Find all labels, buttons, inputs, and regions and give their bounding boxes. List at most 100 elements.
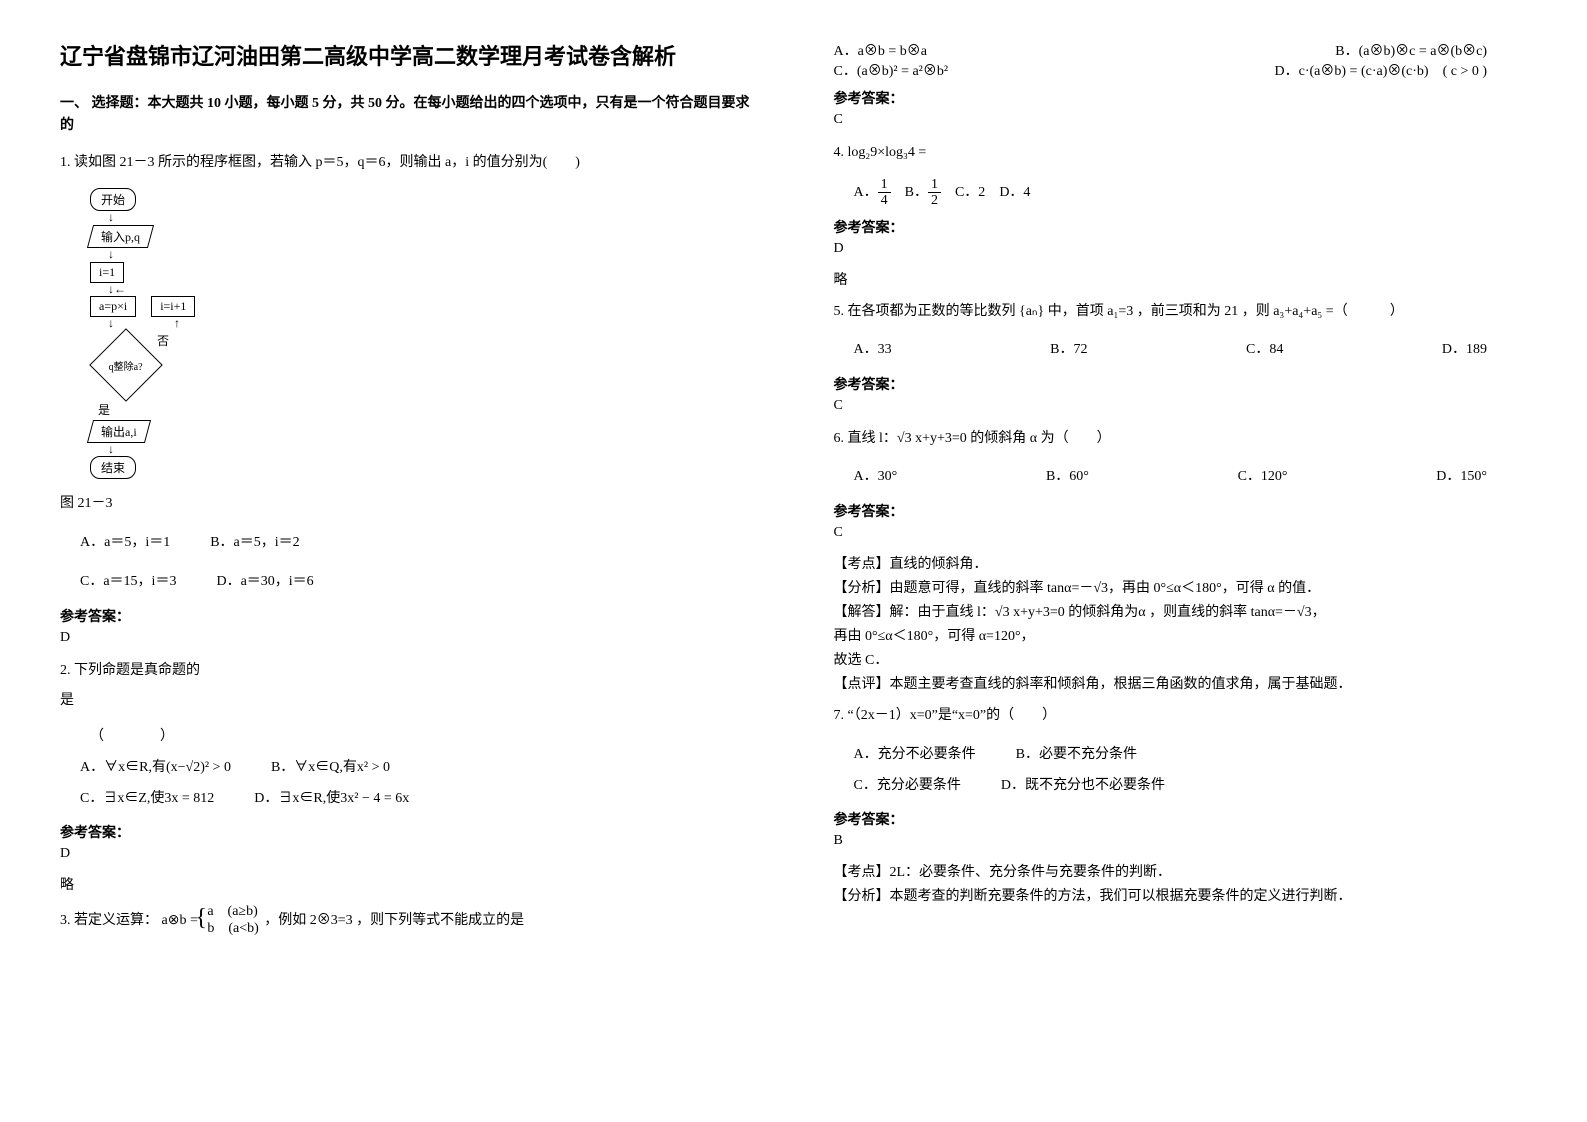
- q6-k5: 故选 C．: [834, 649, 1528, 669]
- fc-input-text: 输入p,q: [101, 228, 140, 245]
- q7-opts: A．充分不必要条件 B．必要不充分条件 C．充分必要条件 D．既不充分也不必要条…: [854, 740, 1528, 802]
- q4-fracA-d: 4: [878, 193, 891, 208]
- q1-opts-row2: C．a＝15，i＝3 D．a＝30，i＝6: [80, 567, 754, 598]
- q4-stem: 4. log₂9×log₃4 =: [834, 140, 1528, 167]
- q6-k4: 再由 0°≤α＜180°，可得 α=120°，: [834, 625, 1528, 645]
- q7-k2: 【分析】本题考查的判断充要条件的方法，我们可以根据充要条件的定义进行判断．: [834, 885, 1528, 905]
- q4-ans: D: [834, 241, 1528, 257]
- q1-stem: 1. 读如图 21－3 所示的程序框图，若输入 p＝5，q＝6，则输出 a，i …: [60, 150, 754, 177]
- q7-ans: B: [834, 833, 1528, 849]
- section-1-heading: 一、 选择题：本大题共 10 小题，每小题 5 分，共 50 分。在每小题给出的…: [60, 93, 754, 138]
- q5-optB: B．72: [1050, 335, 1087, 366]
- q2-ans-label: 参考答案：: [60, 822, 754, 842]
- q3-opts-row2: C．(a⊗b)² = a²⊗b² D．c·(a⊗b) = (c·a)⊗(c·b)…: [834, 60, 1528, 80]
- q7-optB: B．必要不充分条件: [1016, 740, 1137, 771]
- q6-optB: B．60°: [1046, 462, 1089, 493]
- q2-stem2: 是: [60, 688, 754, 715]
- q5-opts: A．33 B．72 C．84 D．189: [854, 335, 1528, 366]
- q3-optC: C．(a⊗b)² = a²⊗b²: [834, 60, 949, 80]
- q3-cases: a (a≥b) b (a<b): [203, 904, 258, 938]
- q2-opts: A．∀x∈R,有(x−√2)² > 0 B．∀x∈Q,有x² > 0 C．∃x∈…: [80, 753, 754, 815]
- fc-end: 结束: [90, 456, 136, 479]
- q6-k1: 【考点】直线的倾斜角．: [834, 553, 1528, 573]
- q3-ans: C: [834, 112, 1528, 128]
- q2-blank: （ ）: [90, 725, 754, 745]
- fc-output: 输出a,i: [87, 420, 151, 443]
- arrow-icon: ↓: [108, 213, 754, 223]
- fc-i-inc: i=i+1: [151, 296, 195, 317]
- q3-opts-row1: A．a⊗b = b⊗a B．(a⊗b)⊗c = a⊗(b⊗c): [834, 40, 1528, 60]
- q1-flowchart: 开始 ↓ 输入p,q ↓ i=1 ↓← a=p×i i=i+1 ↓ ↑ q整除a…: [90, 186, 754, 481]
- arrow-icon: ↓ ↑: [108, 319, 754, 329]
- q3-pre: 3. 若定义运算：: [60, 913, 158, 928]
- fc-a-assign: a=p×i: [90, 296, 136, 317]
- q2-stem1: 2. 下列命题是真命题的: [60, 658, 754, 685]
- q1-optB: B．a＝5，i＝2: [210, 528, 299, 559]
- arrow-icon: ↓: [108, 250, 754, 260]
- fc-cond-text: q整除a?: [109, 357, 143, 372]
- q4-fracB: 12: [928, 177, 941, 209]
- fc-input: 输入p,q: [87, 225, 154, 248]
- q2-optA: A．∀x∈R,有(x−√2)² > 0: [80, 753, 231, 784]
- q5-ans: C: [834, 398, 1528, 414]
- q7-stem: 7. “（2x－1）x=0”是“x=0”的（ ）: [834, 703, 1528, 730]
- q1-optC: C．a＝15，i＝3: [80, 567, 176, 598]
- q7-ans-label: 参考答案：: [834, 809, 1528, 829]
- right-column: A．a⊗b = b⊗a B．(a⊗b)⊗c = a⊗(b⊗c) C．(a⊗b)²…: [834, 40, 1528, 948]
- q4-note: 略: [834, 269, 1528, 289]
- fc-cond: q整除a?: [89, 328, 163, 402]
- q2-optB: B．∀x∈Q,有x² > 0: [271, 753, 390, 784]
- q6-k6: 【点评】本题主要考查直线的斜率和倾斜角，根据三角函数的值求角，属于基础题．: [834, 673, 1528, 693]
- q6-k2: 【分析】由题意可得，直线的斜率 tanα=－√3，再由 0°≤α＜180°，可得…: [834, 577, 1528, 597]
- q6-optC: C．120°: [1238, 462, 1288, 493]
- fc-start: 开始: [90, 188, 136, 211]
- q4-ans-label: 参考答案：: [834, 217, 1528, 237]
- fc-yes-label: 是: [98, 401, 754, 418]
- q1-ans: D: [60, 630, 754, 646]
- q7-optD: D．既不充分也不必要条件: [1001, 771, 1165, 802]
- q3-post: ，例如 2⊗3=3 ，则下列等式不能成立的是: [264, 913, 524, 928]
- q5-optD: D．189: [1442, 335, 1487, 366]
- arrow-icon: ↓←: [108, 285, 754, 295]
- q6-k3: 【解答】解：由于直线 l：√3 x+y+3=0 的倾斜角为α ，则直线的斜率 t…: [834, 601, 1528, 621]
- q1-ans-label: 参考答案：: [60, 606, 754, 626]
- exam-title: 辽宁省盘锦市辽河油田第二高级中学高二数学理月考试卷含解析: [60, 40, 754, 73]
- fc-i-init: i=1: [90, 262, 124, 283]
- q3-stem: 3. 若定义运算： a⊗b = a (a≥b) b (a<b) ，例如 2⊗3=…: [60, 904, 754, 938]
- q3-case2: b (a<b): [207, 921, 258, 938]
- q3-optA: A．a⊗b = b⊗a: [834, 40, 927, 60]
- q3-ans-label: 参考答案：: [834, 88, 1528, 108]
- q4-optA: A．14: [854, 185, 891, 200]
- q5-ans-label: 参考答案：: [834, 374, 1528, 394]
- q6-opts: A．30° B．60° C．120° D．150°: [854, 462, 1528, 493]
- left-column: 辽宁省盘锦市辽河油田第二高级中学高二数学理月考试卷含解析 一、 选择题：本大题共…: [60, 40, 754, 948]
- q3-case1: a (a≥b): [207, 904, 258, 921]
- arrow-icon: ↓: [108, 445, 754, 455]
- q4-optB-label: B．: [905, 185, 928, 200]
- q3-optD: D．c·(a⊗b) = (c·a)⊗(c·b) ( c > 0 ): [1275, 60, 1487, 80]
- q7-k1: 【考点】2L：必要条件、充分条件与充要条件的判断．: [834, 861, 1528, 881]
- fc-no-label: 否: [157, 334, 169, 348]
- fc-output-text: 输出a,i: [101, 423, 137, 440]
- q1-optD: D．a＝30，i＝6: [216, 567, 313, 598]
- q7-optC: C．充分必要条件: [854, 771, 961, 802]
- q2-note: 略: [60, 874, 754, 894]
- q4-optD: D．4: [999, 185, 1030, 200]
- q4-fracA: 14: [878, 177, 891, 209]
- q2-ans: D: [60, 846, 754, 862]
- q2-optD: D．∃x∈R,使3x² − 4 = 6x: [254, 784, 409, 815]
- q3-optB: B．(a⊗b)⊗c = a⊗(b⊗c): [1335, 40, 1487, 60]
- q4-optB: B．12: [905, 185, 941, 200]
- q4-fracA-n: 1: [878, 177, 891, 193]
- q6-ans: C: [834, 525, 1528, 541]
- q1-opts-row1: A．a＝5，i＝1 B．a＝5，i＝2: [80, 528, 754, 559]
- q4-fracB-n: 1: [928, 177, 941, 193]
- q1-optA: A．a＝5，i＝1: [80, 528, 170, 559]
- q5-optA: A．33: [854, 335, 892, 366]
- q3-def: a⊗b =: [162, 913, 198, 928]
- q6-stem: 6. 直线 l：√3 x+y+3=0 的倾斜角 α 为（ ）: [834, 426, 1528, 453]
- q4-fracB-d: 2: [928, 193, 941, 208]
- q5-optC: C．84: [1246, 335, 1283, 366]
- q6-ans-label: 参考答案：: [834, 501, 1528, 521]
- q6-optA: A．30°: [854, 462, 898, 493]
